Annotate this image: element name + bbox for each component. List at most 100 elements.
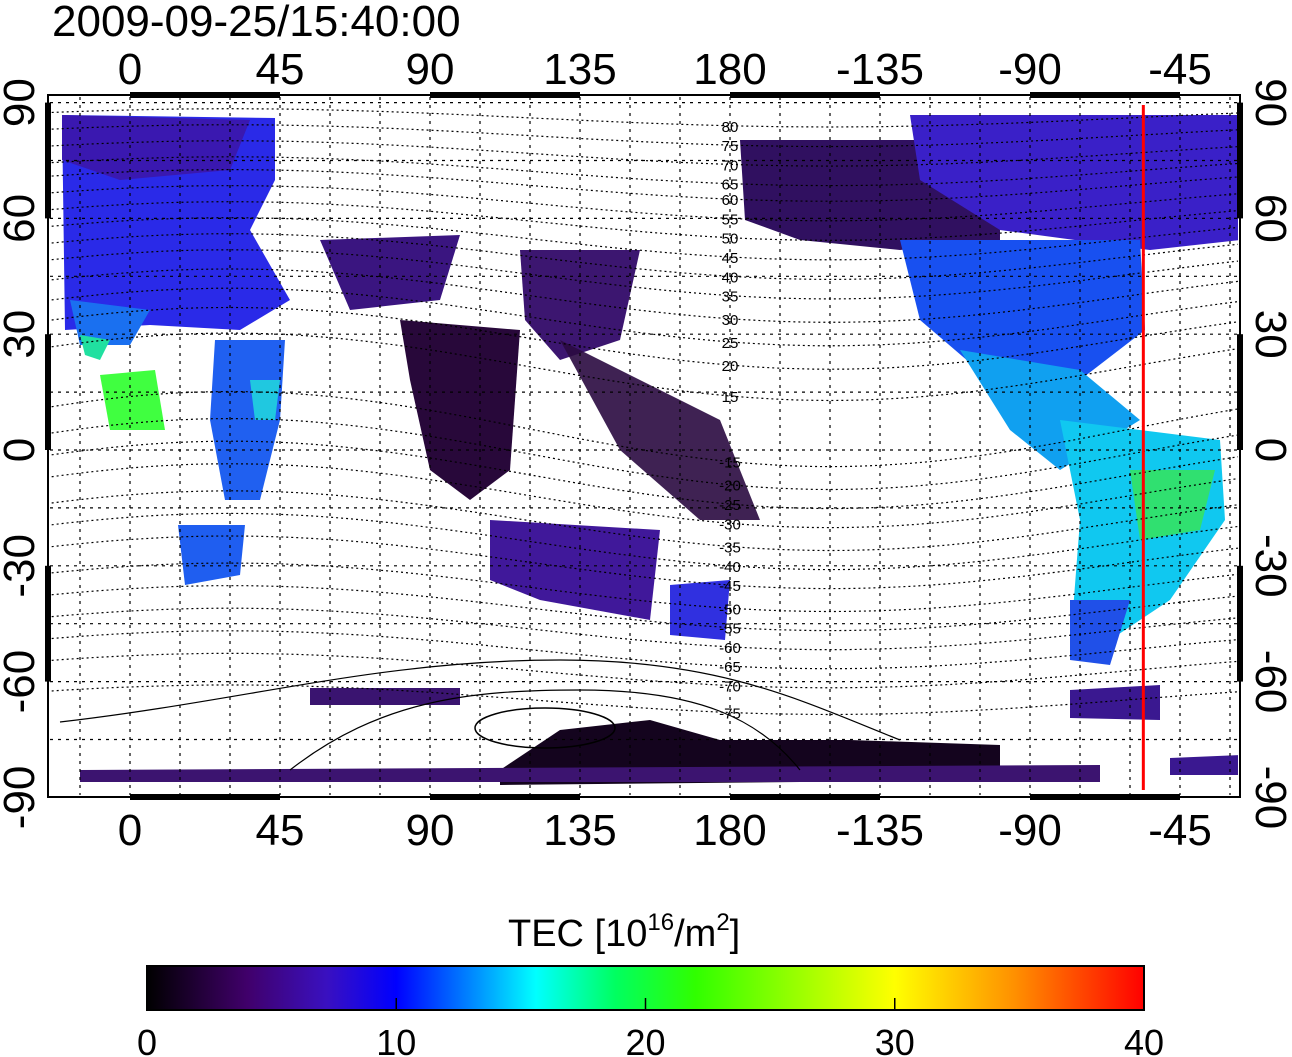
lat-label-left: -60	[0, 650, 44, 714]
lat-label-left: -30	[0, 534, 44, 598]
tec-region-usa	[900, 240, 1145, 380]
contour-label: 75	[722, 138, 739, 155]
lon-label-bottom: 135	[543, 806, 616, 855]
contour-label: -20	[719, 478, 741, 495]
contour-label: 45	[722, 250, 739, 267]
maglat-contour	[50, 440, 1238, 510]
maglat-contour	[50, 140, 1238, 167]
maglat-contour	[50, 390, 1238, 468]
maglat-contour	[50, 201, 1238, 241]
lon-label-bottom: 0	[118, 806, 142, 855]
lon-label-bottom: 180	[693, 806, 766, 855]
maglat-contour	[50, 463, 1238, 529]
lat-label-right: 90	[1246, 78, 1292, 127]
maglat-contour	[50, 156, 1238, 187]
lon-label-top: -135	[836, 45, 924, 94]
contour-label: 20	[722, 358, 739, 375]
magnetic-latitude-contours	[50, 108, 1238, 771]
lat-label-left: 60	[0, 194, 44, 243]
lat-label-right: -90	[1246, 766, 1292, 830]
lon-label-bottom: -90	[998, 806, 1062, 855]
lat-label-right: -60	[1246, 650, 1292, 714]
lon-label-top: 135	[543, 45, 616, 94]
maglat-contour	[50, 535, 1238, 590]
contour-label: -40	[719, 559, 741, 576]
colorbar-tick-label: 40	[1124, 1022, 1164, 1057]
tec-region-scandinavia	[62, 115, 250, 180]
contour-label: 15	[722, 389, 739, 406]
maglat-contour	[50, 124, 1238, 148]
maglat-contour	[50, 268, 1238, 323]
contour-label: -70	[719, 678, 741, 695]
maglat-contour	[50, 185, 1238, 222]
contour-label: -55	[719, 621, 741, 638]
maglat-contour	[50, 417, 1238, 491]
tec-region-south-asia	[400, 320, 520, 500]
maglat-contour	[50, 562, 1238, 613]
lon-label-top: -90	[998, 45, 1062, 94]
contour-label: 70	[722, 157, 739, 174]
colorbar-tick-label: 30	[875, 1022, 915, 1057]
lon-label-bottom: -45	[1148, 806, 1212, 855]
tec-region-southern-strip	[80, 765, 1100, 782]
longitude-labels: 0 0 45 45 90 90 135 135 180 180 -135 -135 -90 -90 -45 -…	[118, 45, 1212, 855]
latitude-labels: 90 90 60 60 30 30 0 0 -30 -30 -60 -60 -90 -90	[0, 78, 1292, 829]
contour-label: -75	[719, 705, 741, 722]
contour-label: -25	[719, 497, 741, 514]
contour-label: -15	[719, 455, 741, 472]
maglat-contour	[50, 652, 1238, 689]
maglat-contour	[50, 585, 1238, 632]
lat-label-left: 0	[0, 438, 44, 462]
lat-label-right: 0	[1246, 438, 1292, 462]
maglat-contour	[50, 512, 1238, 571]
contour-label: 40	[722, 269, 739, 286]
tec-region-south-africa	[178, 525, 245, 585]
tec-region-central-asia	[320, 235, 460, 310]
contour-label: 55	[722, 211, 739, 228]
maglat-contour	[50, 108, 1238, 128]
lon-label-top: 45	[256, 45, 305, 94]
lat-label-left: 30	[0, 310, 44, 359]
maglat-contour	[50, 217, 1238, 261]
colorbar-tick-label: 20	[625, 1022, 665, 1057]
contour-label: 25	[722, 335, 739, 352]
lat-label-left: 90	[0, 78, 44, 127]
maglat-contour	[50, 306, 1238, 370]
contour-label: -30	[719, 516, 741, 533]
tec-region-canada	[910, 115, 1238, 250]
contour-label: 60	[722, 192, 739, 209]
lon-label-bottom: 45	[256, 806, 305, 855]
colorbar-ticks: 0 10 20 30 40	[137, 998, 1164, 1057]
graticule	[50, 97, 1238, 795]
timestamp-title: 2009-09-25/15:40:00	[52, 0, 461, 46]
maglat-contour	[50, 490, 1238, 552]
maglat-contour	[50, 684, 1238, 716]
tec-region-new-zealand	[670, 580, 730, 640]
lon-label-top: -45	[1148, 45, 1212, 94]
contour-label: 50	[722, 231, 739, 248]
lat-label-right: 60	[1246, 194, 1292, 243]
contour-label: 30	[722, 312, 739, 329]
maglat-contour	[50, 607, 1238, 651]
maglat-contour	[50, 332, 1238, 402]
contour-label: 35	[722, 289, 739, 306]
maglat-contour	[50, 249, 1238, 300]
contour-label: -60	[719, 640, 741, 657]
lon-label-top: 0	[118, 45, 142, 94]
lat-label-left: -90	[0, 766, 44, 830]
colorbar-tick-label: 10	[376, 1022, 416, 1057]
contour-label: -65	[719, 659, 741, 676]
maglat-contour	[50, 630, 1238, 670]
frame-ticks	[45, 92, 1243, 800]
contour-label: 65	[722, 177, 739, 194]
contour-label: -50	[719, 601, 741, 618]
colorbar-label: TEC [1016/m2]	[508, 909, 740, 955]
maglat-contour	[50, 233, 1238, 281]
lon-label-bottom: 90	[406, 806, 455, 855]
contour-label: 80	[722, 119, 739, 136]
lat-label-right: -30	[1246, 534, 1292, 598]
tec-region-west-africa	[100, 370, 165, 430]
lon-label-bottom: -135	[836, 806, 924, 855]
